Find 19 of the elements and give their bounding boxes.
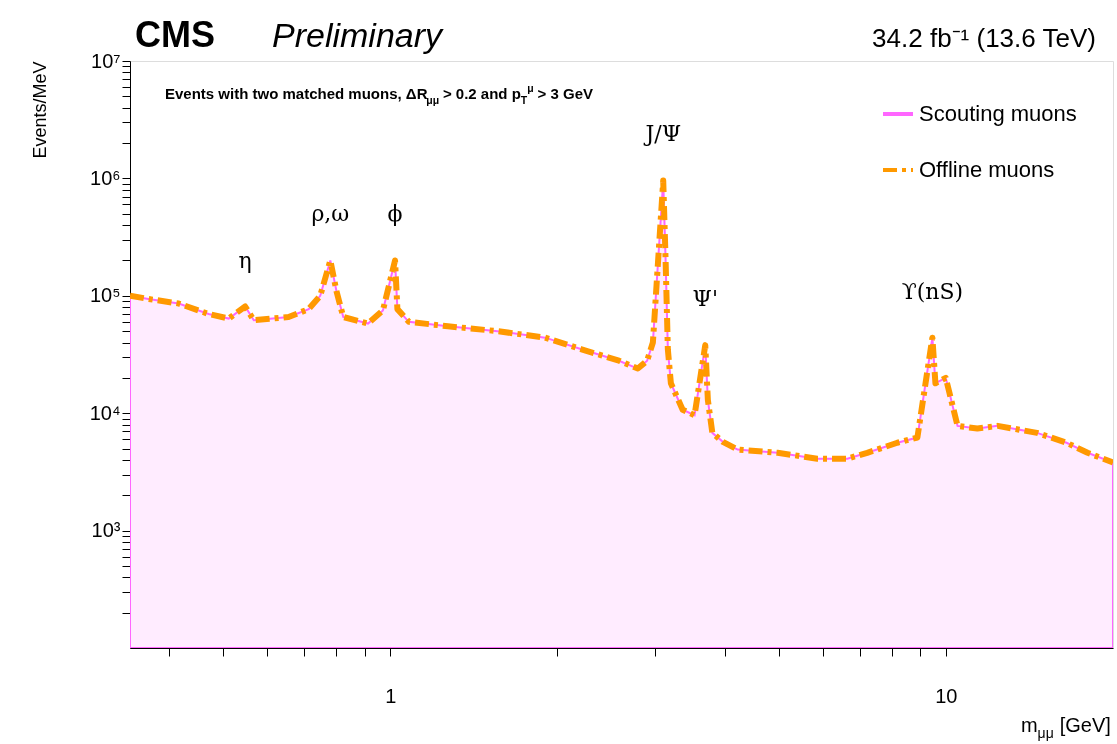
annotation: Ψ' <box>692 286 718 312</box>
legend-label: Scouting muons <box>919 101 1077 126</box>
annotation: J/Ψ <box>643 121 681 147</box>
annotation: ϕ <box>387 201 403 227</box>
x-tick-label: 1 <box>385 684 397 707</box>
text: 34.2 fb⁻¹ (13.6 TeV) <box>872 23 1096 53</box>
annotation: ρ,ω <box>311 201 350 227</box>
y-tick-label: 10⁶ <box>90 166 121 189</box>
x-tick-label: 10 <box>935 684 958 707</box>
annotation: ϒ(nS) <box>901 278 964 304</box>
y-tick-label: 10⁴ <box>89 401 121 424</box>
y-tick-label: 10⁵ <box>89 284 121 307</box>
y-axis-title: Events/MeV <box>29 61 50 159</box>
y-tick-label: 10⁷ <box>91 49 121 72</box>
annotation: η <box>238 247 252 273</box>
chart-title: CMS <box>135 14 215 55</box>
chart-subtitle: Preliminary <box>272 16 445 54</box>
legend-label: Offline muons <box>919 157 1055 182</box>
y-tick-label: 10³ <box>91 519 121 542</box>
